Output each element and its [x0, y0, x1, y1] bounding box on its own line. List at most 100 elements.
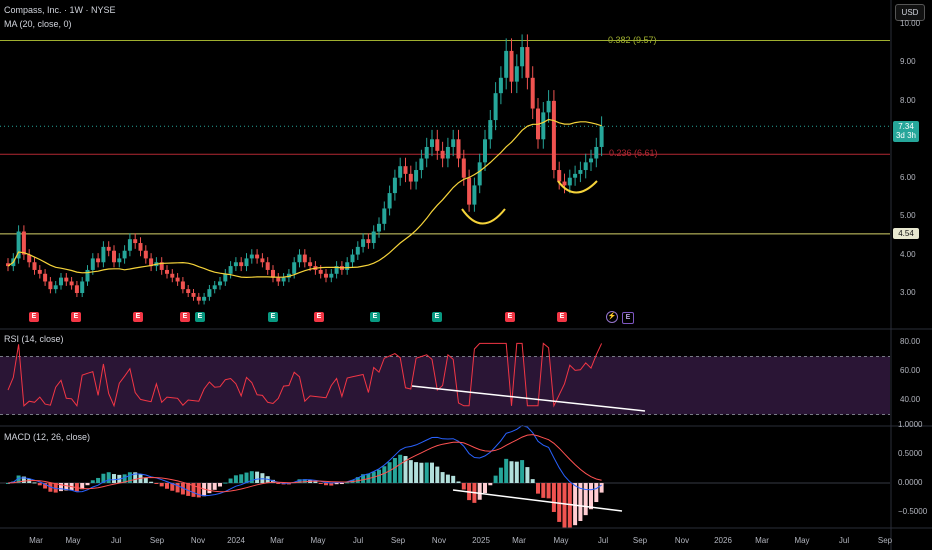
earnings-badge: E: [314, 312, 324, 322]
time-tick-label: Sep: [149, 536, 165, 545]
candle-body: [430, 139, 434, 147]
candle-body: [90, 258, 95, 270]
candle-body: [202, 296, 207, 301]
macd-histogram-bar: [106, 472, 111, 483]
macd-tick-label: 1.0000: [898, 420, 923, 429]
candle-body: [488, 120, 493, 140]
macd-histogram-bar: [318, 483, 323, 484]
macd-histogram-bar: [345, 482, 350, 484]
candle-body: [212, 285, 217, 290]
candle-body: [207, 289, 212, 297]
candle-body: [117, 258, 122, 263]
macd-histogram-bar: [85, 483, 90, 486]
candle-body: [493, 93, 498, 121]
ma-line: [7, 118, 602, 279]
earnings-badge: E: [557, 312, 567, 322]
macd-histogram-bar: [6, 483, 10, 484]
macd-histogram-bar: [271, 479, 275, 483]
time-tick-label: 2024: [227, 536, 245, 545]
macd-histogram-bar: [324, 483, 328, 486]
candle-body: [308, 262, 313, 267]
candle-body: [127, 239, 132, 251]
rsi-divergence-line: [411, 385, 646, 412]
macd-histogram-bar: [260, 473, 265, 483]
price-tick-label: 4.00: [900, 249, 916, 259]
candle-body: [297, 254, 302, 263]
candle-body: [233, 262, 238, 267]
time-tick-label: Mar: [512, 536, 526, 545]
macd-histogram-bar: [80, 483, 85, 490]
macd-histogram-bar: [281, 483, 286, 485]
symbol-title: Compass, Inc. · 1W · NYSE: [4, 5, 116, 15]
macd-histogram-bar: [297, 479, 302, 483]
candle-body: [37, 269, 42, 274]
candle-body: [249, 254, 254, 259]
price-tick-label: 3.00: [900, 288, 916, 297]
macd-histogram-bar: [32, 482, 37, 484]
candle-body: [445, 146, 450, 159]
time-tick-label: May: [310, 536, 326, 545]
macd-tick-label: 0.0000: [898, 478, 923, 487]
macd-histogram-bar: [445, 474, 450, 483]
candle-body: [520, 47, 525, 67]
price-tick-label: 6.00: [900, 172, 916, 182]
time-tick-label: Jul: [110, 536, 122, 545]
macd-histogram-bar: [43, 483, 48, 489]
macd-histogram-bar: [551, 483, 556, 512]
macd-histogram-bar: [419, 462, 424, 483]
candle-body: [371, 231, 376, 244]
rsi-pane: [0, 342, 890, 415]
time-tick-label: Sep: [632, 536, 648, 545]
macd-histogram-bar: [218, 483, 222, 487]
candle-body: [387, 193, 392, 209]
macd-histogram-bar: [387, 462, 392, 483]
macd-histogram-bar: [244, 472, 249, 483]
candle-body: [456, 139, 461, 159]
time-tick-label: Nov: [190, 536, 206, 545]
support-price-tag: 4.54: [893, 228, 919, 239]
macd-histogram-bar: [456, 481, 461, 483]
bar-countdown: 3d 3h: [895, 131, 917, 140]
candle-body: [514, 66, 519, 82]
candle-body: [498, 77, 503, 94]
candle-body: [594, 146, 599, 159]
macd-histogram-bar: [493, 475, 498, 483]
macd-histogram-bar: [207, 483, 212, 494]
candle-body: [414, 170, 419, 182]
dividend-icon[interactable]: ⚡: [606, 311, 618, 323]
macd-histogram-bar: [589, 483, 593, 510]
candle-body: [551, 100, 556, 171]
candle-body: [361, 239, 366, 247]
candle-body: [281, 277, 286, 282]
ma-polyline: [7, 118, 602, 279]
rsi-tick-label: 60.00: [900, 366, 921, 375]
macd-histogram-bar: [143, 477, 148, 483]
macd-histogram-bar: [361, 474, 366, 483]
candle-body: [101, 246, 106, 263]
candle-body: [265, 262, 270, 270]
candle-body: [334, 266, 339, 274]
macd-histogram-bar: [424, 462, 429, 483]
candle-body: [149, 258, 154, 267]
candle-body: [583, 162, 588, 171]
currency-button[interactable]: USD: [895, 4, 925, 21]
candle-body: [271, 269, 275, 278]
earnings-badge: E: [505, 312, 515, 322]
macd-histogram-bar: [191, 483, 196, 497]
candle-body: [302, 254, 307, 263]
earnings-badge: E: [29, 312, 39, 322]
macd-histogram-bar: [53, 483, 58, 493]
macd-histogram-bar: [74, 483, 79, 492]
time-tick-label: Jul: [352, 536, 364, 545]
candle-body: [509, 50, 514, 82]
macd-histogram-bar: [414, 462, 419, 483]
macd-histogram-bar: [488, 483, 493, 486]
macd-histogram-bar: [567, 483, 572, 528]
candle-body: [599, 126, 604, 147]
earnings-badge: E: [195, 312, 205, 322]
candle-body: [239, 262, 244, 267]
macd-histogram-bar: [64, 483, 69, 491]
